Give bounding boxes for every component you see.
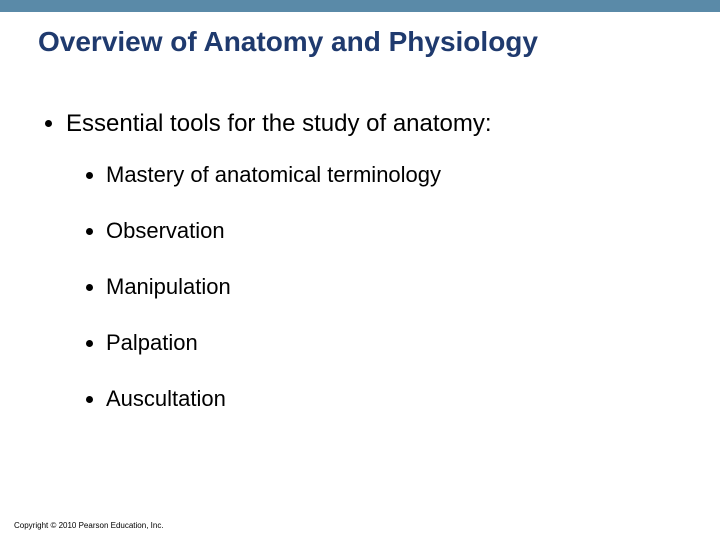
sub-bullet: Manipulation bbox=[106, 274, 682, 300]
main-bullet: Essential tools for the study of anatomy… bbox=[66, 110, 682, 412]
slide-content: Essential tools for the study of anatomy… bbox=[38, 110, 682, 442]
copyright-text: Copyright © 2010 Pearson Education, Inc. bbox=[14, 521, 164, 530]
sub-list: Mastery of anatomical terminology Observ… bbox=[66, 162, 682, 412]
slide: Overview of Anatomy and Physiology Essen… bbox=[0, 0, 720, 540]
sub-bullet: Mastery of anatomical terminology bbox=[106, 162, 682, 188]
main-list: Essential tools for the study of anatomy… bbox=[38, 110, 682, 412]
slide-title: Overview of Anatomy and Physiology bbox=[38, 26, 538, 58]
sub-bullet: Auscultation bbox=[106, 386, 682, 412]
header-bar bbox=[0, 0, 720, 12]
main-bullet-text: Essential tools for the study of anatomy… bbox=[66, 110, 492, 137]
sub-bullet: Palpation bbox=[106, 330, 682, 356]
sub-bullet: Observation bbox=[106, 218, 682, 244]
